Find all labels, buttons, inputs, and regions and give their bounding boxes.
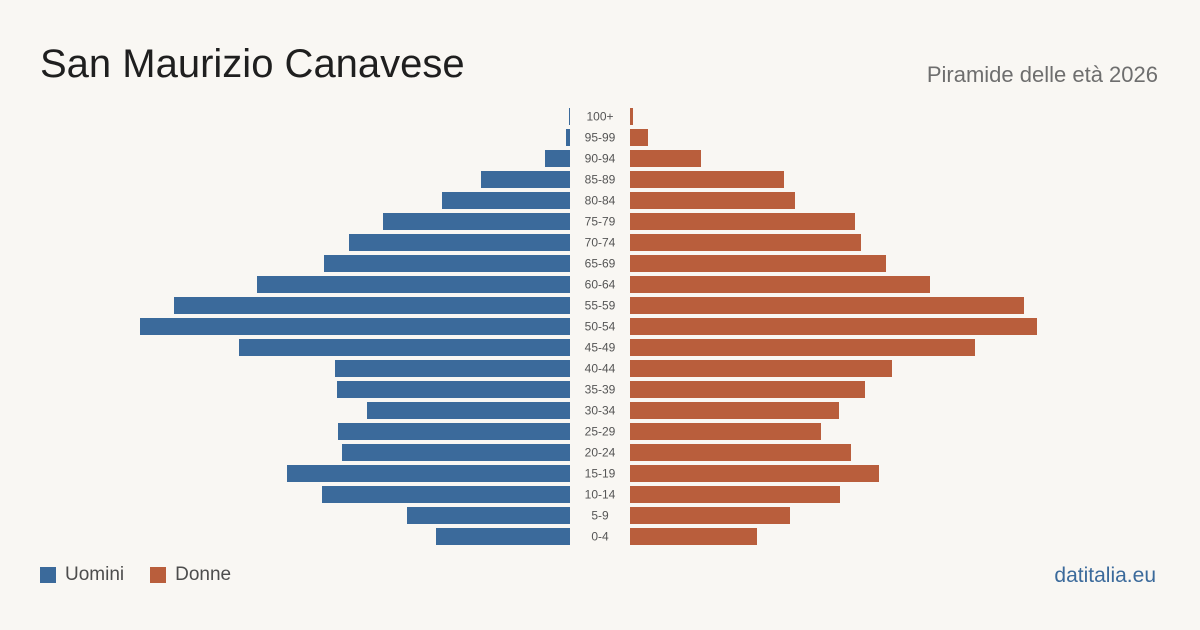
bar-men-55-59 (174, 297, 570, 314)
bar-men-20-24 (342, 444, 570, 461)
bar-men-100plus (569, 108, 570, 125)
bar-men-85-89 (481, 171, 570, 188)
age-label-30-34: 30-34 (585, 404, 616, 418)
age-label-10-14: 10-14 (585, 488, 616, 502)
bar-women-10-14 (630, 486, 840, 503)
bar-women-90-94 (630, 150, 701, 167)
bar-women-65-69 (630, 255, 886, 272)
bar-men-95-99 (566, 129, 570, 146)
age-label-20-24: 20-24 (585, 446, 616, 460)
bar-women-0-4 (630, 528, 757, 545)
bar-women-85-89 (630, 171, 784, 188)
bar-men-60-64 (257, 276, 570, 293)
bar-women-35-39 (630, 381, 865, 398)
legend-item-men: Uomini (40, 564, 124, 586)
bar-men-10-14 (322, 486, 570, 503)
age-label-70-74: 70-74 (585, 236, 616, 250)
bar-women-25-29 (630, 423, 821, 440)
bar-women-95-99 (630, 129, 648, 146)
bar-men-30-34 (367, 402, 570, 419)
bar-women-50-54 (630, 318, 1037, 335)
bar-men-25-29 (338, 423, 570, 440)
bar-women-55-59 (630, 297, 1024, 314)
bar-women-100plus (630, 108, 633, 125)
bar-men-45-49 (239, 339, 570, 356)
age-label-65-69: 65-69 (585, 257, 616, 271)
bar-men-75-79 (383, 213, 570, 230)
bar-men-35-39 (337, 381, 570, 398)
legend: Uomini Donne (40, 564, 257, 586)
legend-item-women: Donne (150, 564, 231, 586)
chart-subtitle: Piramide delle età 2026 (926, 62, 1158, 87)
legend-label-men: Uomini (65, 564, 125, 585)
bar-men-70-74 (349, 234, 570, 251)
age-label-25-29: 25-29 (585, 425, 616, 439)
brand-link[interactable]: datitalia.eu (1054, 564, 1156, 587)
age-label-85-89: 85-89 (585, 173, 616, 187)
legend-swatch-women (150, 567, 167, 583)
age-label-40-44: 40-44 (585, 362, 616, 376)
age-label-75-79: 75-79 (585, 215, 616, 229)
bar-men-5-9 (407, 507, 570, 524)
age-label-60-64: 60-64 (585, 278, 616, 292)
age-label-50-54: 50-54 (585, 320, 616, 334)
bar-men-50-54 (140, 318, 570, 335)
age-label-0-4: 0-4 (591, 530, 609, 544)
age-label-90-94: 90-94 (585, 152, 616, 166)
bar-women-60-64 (630, 276, 930, 293)
age-label-5-9: 5-9 (591, 509, 609, 523)
bar-men-80-84 (442, 192, 570, 209)
bar-men-15-19 (287, 465, 570, 482)
age-label-100plus: 100+ (586, 110, 613, 124)
age-label-35-39: 35-39 (585, 383, 616, 397)
bar-women-40-44 (630, 360, 892, 377)
age-label-80-84: 80-84 (585, 194, 616, 208)
bar-men-90-94 (545, 150, 570, 167)
bar-men-40-44 (335, 360, 570, 377)
bar-women-75-79 (630, 213, 855, 230)
age-label-45-49: 45-49 (585, 341, 616, 355)
age-label-15-19: 15-19 (585, 467, 616, 481)
bar-women-80-84 (630, 192, 795, 209)
bar-women-45-49 (630, 339, 975, 356)
bar-women-5-9 (630, 507, 790, 524)
age-label-95-99: 95-99 (585, 131, 616, 145)
bar-women-30-34 (630, 402, 839, 419)
bar-men-0-4 (436, 528, 570, 545)
bar-men-65-69 (324, 255, 570, 272)
bar-women-15-19 (630, 465, 879, 482)
age-label-55-59: 55-59 (585, 299, 616, 313)
bar-women-20-24 (630, 444, 851, 461)
legend-label-women: Donne (175, 564, 232, 585)
page-title: San Maurizio Canavese (40, 42, 465, 86)
legend-swatch-men (40, 567, 56, 583)
bar-women-70-74 (630, 234, 861, 251)
